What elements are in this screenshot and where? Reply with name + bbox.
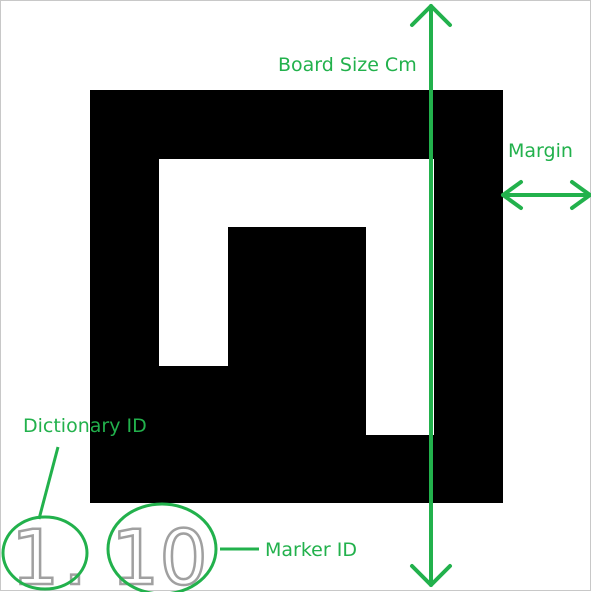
margin-label: Margin [508,140,573,162]
marker-id-ellipse [106,502,218,592]
marker-border [90,90,503,503]
marker-id-label: Marker ID [265,539,357,561]
dictionary-id-label: Dictionary ID [23,415,147,437]
aruco-marker [90,90,503,503]
marker-white-cell-right [366,227,434,435]
caption-separator: . [63,513,87,592]
dictionary-id-pointer [37,446,60,520]
dictionary-id-ellipse [1,515,89,591]
dictionary-id-callout [1,446,89,591]
margin-arrow [501,180,591,210]
marker-id-value: 10 [111,513,208,592]
marker-white-cell-left [159,227,228,366]
marker-white-cell-top [159,159,434,227]
board-size-label: Board Size Cm [278,54,417,76]
board-size-arrow [410,4,452,587]
marker-id-callout [106,502,259,592]
